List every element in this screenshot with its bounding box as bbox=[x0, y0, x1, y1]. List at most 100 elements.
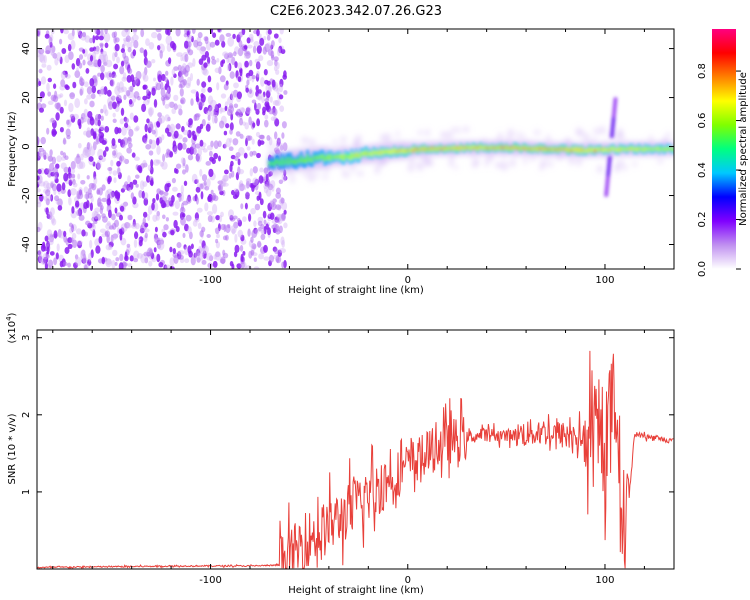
noise-speckle bbox=[213, 140, 219, 150]
noise-speckle bbox=[83, 201, 88, 209]
noise-speckle bbox=[121, 76, 127, 82]
noise-speckle bbox=[256, 29, 260, 37]
noise-speckle bbox=[238, 169, 245, 175]
noise-speckle bbox=[225, 224, 231, 234]
noise-speckle bbox=[230, 160, 234, 167]
noise-speckle bbox=[117, 87, 125, 93]
noise-speckle bbox=[110, 159, 114, 167]
noise-speckle bbox=[210, 189, 214, 195]
noise-speckle bbox=[202, 68, 209, 76]
noise-speckle bbox=[195, 91, 199, 100]
noise-speckle bbox=[47, 91, 52, 97]
noise-speckle bbox=[254, 102, 257, 111]
noise-speckle bbox=[60, 71, 66, 80]
noise-speckle bbox=[159, 239, 165, 245]
noise-speckle bbox=[59, 127, 64, 133]
noise-speckle bbox=[63, 137, 66, 145]
noise-speckle bbox=[77, 173, 81, 180]
noise-speckle bbox=[196, 207, 203, 213]
noise-speckle bbox=[209, 156, 215, 162]
noise-speckle bbox=[259, 167, 264, 173]
noise-speckle bbox=[116, 166, 121, 176]
noise-speckle bbox=[95, 162, 101, 170]
noise-speckle bbox=[126, 222, 132, 229]
noise-speckle bbox=[233, 221, 239, 229]
figure-title: C2E6.2023.342.07.26.G23 bbox=[270, 4, 442, 19]
noise-speckle bbox=[272, 198, 277, 203]
noise-speckle bbox=[225, 234, 229, 241]
noise-speckle bbox=[46, 64, 52, 71]
noise-speckle bbox=[260, 233, 266, 241]
noise-speckle bbox=[257, 92, 263, 101]
noise-speckle bbox=[77, 30, 83, 39]
noise-speckle bbox=[129, 112, 134, 120]
noise-speckle bbox=[157, 33, 162, 41]
noise-speckle bbox=[101, 213, 106, 219]
noise-speckle bbox=[161, 134, 165, 141]
noise-speckle bbox=[201, 87, 206, 94]
noise-speckle bbox=[67, 172, 73, 179]
spectrogram-heatmap bbox=[37, 29, 674, 269]
noise-speckle bbox=[256, 118, 260, 127]
noise-speckle bbox=[39, 95, 43, 103]
noise-speckle bbox=[255, 85, 259, 92]
noise-speckle bbox=[283, 90, 288, 95]
noise-speckle bbox=[192, 58, 196, 67]
noise-speckle bbox=[239, 133, 244, 139]
noise-speckle bbox=[38, 68, 43, 74]
noise-speckle bbox=[135, 125, 140, 131]
noise-speckle bbox=[176, 242, 182, 249]
noise-speckle bbox=[187, 154, 194, 161]
noise-speckle bbox=[237, 166, 241, 176]
noise-speckle bbox=[117, 172, 122, 180]
noise-speckle bbox=[105, 244, 112, 251]
noise-speckle bbox=[256, 61, 261, 69]
noise-speckle bbox=[207, 56, 211, 65]
noise-speckle bbox=[277, 47, 281, 57]
noise-speckle bbox=[187, 34, 193, 40]
noise-speckle bbox=[232, 33, 236, 40]
noise-speckle bbox=[99, 88, 106, 95]
noise-speckle bbox=[43, 195, 48, 202]
noise-speckle bbox=[157, 45, 161, 51]
noise-speckle bbox=[272, 100, 280, 106]
noise-speckle bbox=[48, 211, 53, 220]
noise-speckle bbox=[213, 152, 219, 160]
noise-speckle bbox=[46, 182, 52, 190]
noise-speckle bbox=[214, 227, 220, 232]
noise-speckle bbox=[184, 223, 189, 232]
noise-speckle bbox=[100, 65, 105, 73]
noise-speckle bbox=[143, 49, 148, 58]
noise-speckle bbox=[51, 128, 57, 137]
noise-speckle bbox=[281, 201, 288, 211]
noise-speckle bbox=[164, 77, 169, 83]
noise-speckle bbox=[37, 255, 43, 264]
noise-speckle bbox=[235, 108, 242, 118]
noise-speckle bbox=[88, 156, 94, 162]
noise-speckle bbox=[160, 87, 166, 97]
noise-speckle bbox=[207, 114, 211, 121]
noise-speckle bbox=[183, 68, 187, 75]
noise-speckle bbox=[115, 257, 120, 262]
noise-speckle bbox=[77, 240, 83, 249]
noise-speckle bbox=[172, 248, 176, 254]
noise-speckle bbox=[133, 250, 140, 260]
noise-speckle bbox=[240, 234, 245, 242]
noise-speckle bbox=[76, 29, 81, 36]
noise-speckle bbox=[225, 32, 232, 37]
noise-speckle bbox=[239, 245, 244, 252]
noise-speckle bbox=[157, 242, 162, 249]
noise-speckle bbox=[119, 65, 125, 75]
noise-speckle bbox=[80, 180, 86, 185]
noise-speckle bbox=[62, 261, 68, 267]
noise-speckle bbox=[37, 29, 41, 37]
noise-speckle bbox=[274, 118, 280, 127]
noise-speckle bbox=[91, 85, 97, 94]
noise-speckle bbox=[271, 219, 278, 224]
noise-speckle bbox=[276, 137, 282, 143]
spectrogram-ytick-label: -20 bbox=[21, 187, 32, 203]
snr-multiplier-exp: 4 bbox=[5, 316, 13, 321]
noise-speckle bbox=[56, 52, 62, 61]
noise-speckle bbox=[173, 130, 179, 139]
noise-speckle bbox=[207, 215, 213, 223]
